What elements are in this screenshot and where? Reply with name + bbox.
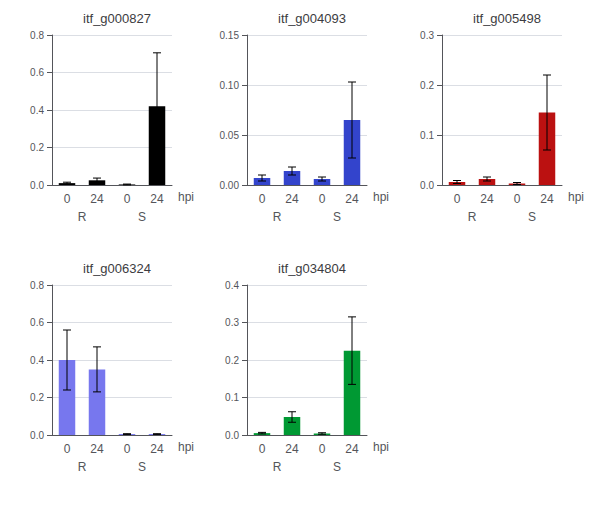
svg-text:24: 24 <box>90 442 104 456</box>
svg-text:0.00: 0.00 <box>220 180 240 191</box>
svg-text:0: 0 <box>124 442 131 456</box>
svg-text:R: R <box>273 210 282 224</box>
svg-text:hpi: hpi <box>178 190 194 204</box>
svg-text:itf_g006324: itf_g006324 <box>83 261 151 276</box>
svg-text:0: 0 <box>64 442 71 456</box>
svg-text:0.8: 0.8 <box>30 280 44 291</box>
svg-text:0: 0 <box>64 192 71 206</box>
svg-text:0.3: 0.3 <box>225 317 239 328</box>
svg-text:S: S <box>138 460 146 474</box>
svg-text:0.4: 0.4 <box>30 105 44 116</box>
svg-text:hpi: hpi <box>373 190 389 204</box>
svg-text:24: 24 <box>540 192 554 206</box>
svg-text:0: 0 <box>514 192 521 206</box>
svg-text:hpi: hpi <box>568 190 584 204</box>
svg-text:0: 0 <box>124 192 131 206</box>
svg-text:0.2: 0.2 <box>225 355 239 366</box>
svg-text:24: 24 <box>480 192 494 206</box>
svg-text:0.0: 0.0 <box>420 180 434 191</box>
svg-text:S: S <box>333 460 341 474</box>
svg-text:0.1: 0.1 <box>225 392 239 403</box>
svg-text:24: 24 <box>150 192 164 206</box>
svg-text:hpi: hpi <box>373 440 389 454</box>
svg-text:0.15: 0.15 <box>220 30 240 41</box>
svg-text:0.0: 0.0 <box>225 430 239 441</box>
svg-text:0.1: 0.1 <box>420 130 434 141</box>
svg-text:0.0: 0.0 <box>30 180 44 191</box>
svg-text:0.0: 0.0 <box>30 430 44 441</box>
svg-text:0.4: 0.4 <box>225 280 239 291</box>
svg-text:24: 24 <box>285 192 299 206</box>
svg-text:0: 0 <box>259 442 266 456</box>
svg-text:0: 0 <box>259 192 266 206</box>
svg-text:0.05: 0.05 <box>220 130 240 141</box>
svg-text:0.8: 0.8 <box>30 30 44 41</box>
svg-text:S: S <box>333 210 341 224</box>
svg-text:itf_g000827: itf_g000827 <box>83 11 151 26</box>
svg-text:0.6: 0.6 <box>30 317 44 328</box>
svg-text:0.3: 0.3 <box>420 30 434 41</box>
svg-text:24: 24 <box>150 442 164 456</box>
svg-text:hpi: hpi <box>178 440 194 454</box>
svg-text:0: 0 <box>319 192 326 206</box>
svg-text:24: 24 <box>285 442 299 456</box>
svg-text:itf_g004093: itf_g004093 <box>278 11 346 26</box>
svg-text:24: 24 <box>90 192 104 206</box>
svg-text:0.2: 0.2 <box>30 142 44 153</box>
svg-text:0: 0 <box>319 442 326 456</box>
svg-text:24: 24 <box>345 442 359 456</box>
svg-text:0.4: 0.4 <box>30 355 44 366</box>
svg-text:0.6: 0.6 <box>30 67 44 78</box>
svg-text:0: 0 <box>454 192 461 206</box>
svg-text:R: R <box>273 460 282 474</box>
svg-text:0.10: 0.10 <box>220 80 240 91</box>
svg-text:R: R <box>468 210 477 224</box>
svg-text:0.2: 0.2 <box>420 80 434 91</box>
svg-text:itf_g034804: itf_g034804 <box>278 261 346 276</box>
svg-text:R: R <box>78 210 87 224</box>
svg-text:0.2: 0.2 <box>30 392 44 403</box>
svg-text:24: 24 <box>345 192 359 206</box>
svg-text:itf_g005498: itf_g005498 <box>473 11 541 26</box>
svg-text:R: R <box>78 460 87 474</box>
svg-text:S: S <box>528 210 536 224</box>
svg-text:S: S <box>138 210 146 224</box>
